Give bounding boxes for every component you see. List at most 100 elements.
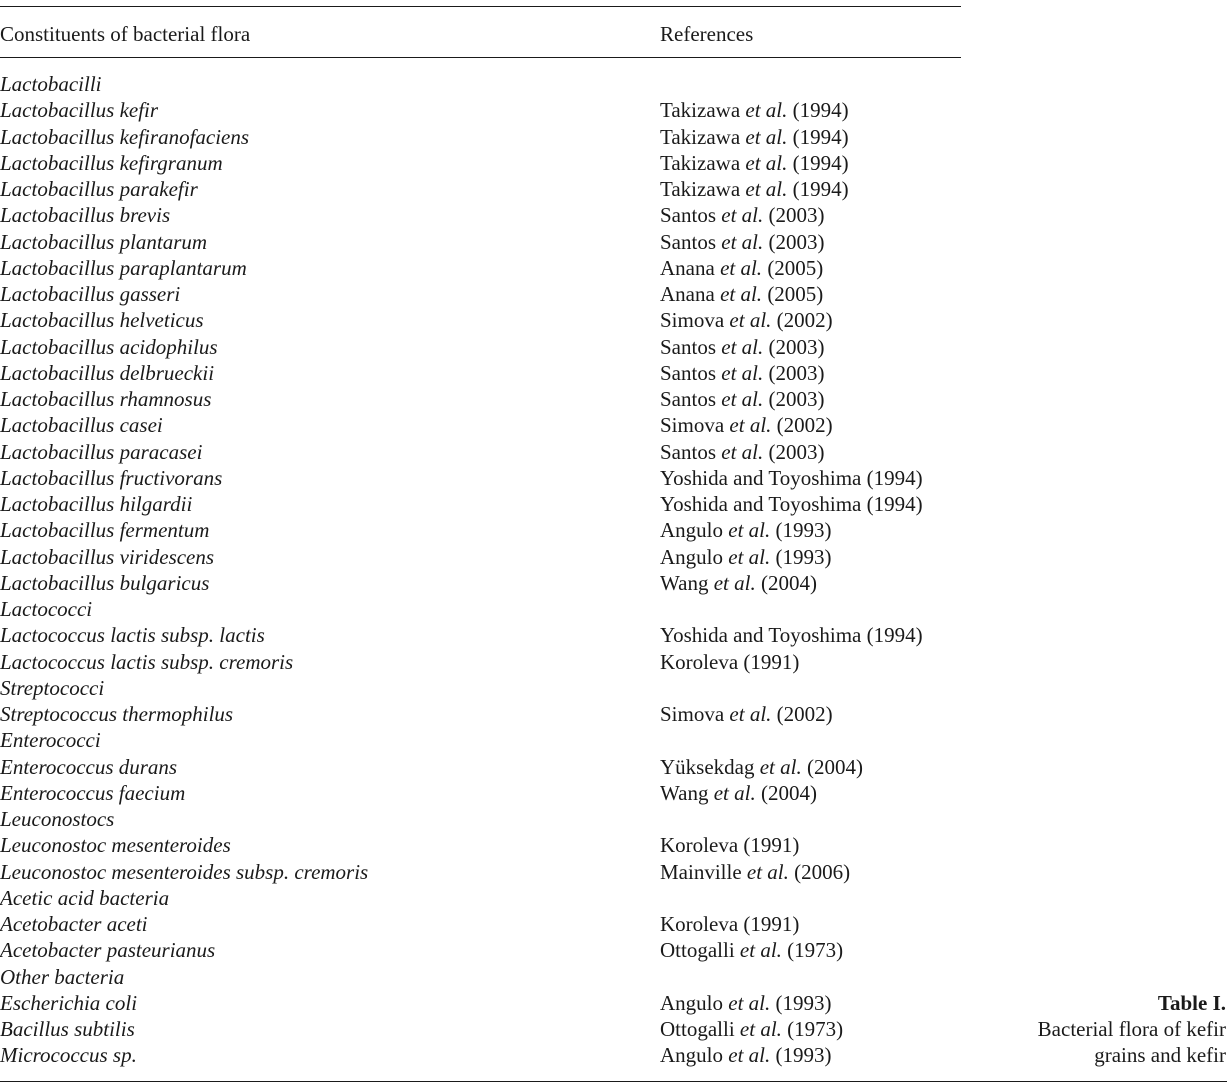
table-row: Lactococci	[0, 596, 961, 622]
organism-cell: Lactobacillus fructivorans	[0, 465, 223, 490]
reference-year: (2003)	[763, 387, 825, 411]
column-header-constituents: Constituents of bacterial flora	[0, 22, 251, 46]
reference-et-al: et al.	[728, 518, 771, 543]
table-header-rule	[0, 57, 961, 58]
table-row: Lactobacillus paracasei Santos et al. (20…	[0, 439, 961, 465]
reference-et-al: et al.	[729, 702, 772, 726]
table-row: Acetobacter pasteurianus Ottogalli et al.…	[0, 937, 961, 963]
reference-year: (1994)	[787, 124, 849, 149]
reference-et-al: et al.	[713, 780, 756, 805]
table-row: Enterococci	[0, 727, 961, 753]
organism-cell: Escherichia coli	[0, 990, 138, 1015]
reference-et-al: et al.	[713, 570, 756, 595]
organism-cell: Lactobacillus kefirgranum	[0, 150, 223, 175]
reference-cell: Simova et al. (2002)	[660, 412, 833, 438]
reference-cell: Wang et al. (2004)	[660, 780, 817, 806]
reference-et-al: et al.	[745, 124, 788, 149]
reference-year: (1993)	[770, 544, 832, 569]
table-row: Lactobacillus paraplantarum Anana et al. …	[0, 255, 961, 281]
table-row: Lactobacilli	[0, 71, 961, 97]
organism-cell: Lactobacillus viridescens	[0, 544, 215, 569]
reference-et-al: et al.	[721, 203, 764, 228]
reference-author: Simova	[660, 413, 730, 438]
table-top-rule	[0, 6, 961, 7]
organism-cell: Enterococcus durans	[0, 754, 178, 779]
table-row: Micrococcus sp. Angulo et al. (1993)	[0, 1042, 961, 1068]
reference-year: (2004)	[801, 754, 863, 779]
table-row: Lactobacillus fructivorans Yoshida and To…	[0, 465, 961, 491]
table-row: Lactobacillus kefir Takizawa et al. (1994…	[0, 97, 961, 123]
reference-et-al: et al.	[721, 387, 764, 411]
organism-cell: Lactobacillus hilgardii	[0, 492, 193, 516]
reference-et-al: et al.	[729, 308, 772, 333]
organism-cell: Bacillus subtilis	[0, 1017, 135, 1041]
organism-cell: Acetobacter pasteurianus	[0, 938, 216, 963]
table-caption-label: Table I.	[1157, 991, 1226, 1015]
reference-cell: Ottogalli et al. (1973)	[660, 937, 843, 963]
table-row: Lactobacillus acidophilus Santos et al. (…	[0, 334, 961, 360]
reference-author: Yoshida and Toyoshima (1994)	[660, 492, 923, 516]
reference-cell: Takizawa et al. (1994)	[660, 176, 849, 202]
table-row: Lactobacillus bulgaricus Wang et al. (200…	[0, 570, 961, 596]
reference-author: Yüksekdag	[660, 754, 760, 779]
reference-et-al: et al.	[728, 544, 771, 569]
reference-author: Santos	[660, 334, 722, 359]
table-row: Lactobacillus delbrueckii Santos et al. (…	[0, 360, 961, 386]
reference-cell: Santos et al. (2003)	[660, 229, 825, 255]
organism-cell: Lactobacilli	[0, 72, 102, 96]
reference-et-al: et al.	[745, 98, 788, 123]
organism-cell: Lactobacillus paraplantarum	[0, 255, 247, 280]
table-row: Acetic acid bacteria	[0, 885, 961, 911]
reference-author: Ottogalli	[660, 1017, 740, 1041]
reference-et-al: et al.	[728, 1043, 771, 1068]
organism-cell: Streptococcus thermophilus	[0, 702, 234, 726]
reference-et-al: et al.	[745, 150, 788, 175]
reference-cell: Wang et al. (2004)	[660, 570, 817, 596]
organism-cell: Acetic acid bacteria	[0, 885, 170, 910]
reference-author: Yoshida and Toyoshima (1994)	[660, 623, 923, 648]
organism-cell: Lactobacillus plantarum	[0, 229, 208, 254]
table-row: Bacillus subtilis Ottogalli et al. (1973)	[0, 1016, 961, 1042]
table-row: Lactobacillus hilgardii Yoshida and Toyos…	[0, 491, 961, 517]
reference-cell: Anana et al. (2005)	[660, 281, 823, 307]
reference-author: Wang	[660, 780, 714, 805]
reference-cell: Santos et al. (2003)	[660, 202, 825, 228]
table-row: Lactobacillus viridescens Angulo et al. (…	[0, 544, 961, 570]
organism-cell: Lactobacillus bulgaricus	[0, 570, 210, 595]
reference-year: (2005)	[762, 282, 824, 306]
reference-author: Mainville	[660, 859, 747, 884]
organism-cell: Lactobacillus delbrueckii	[0, 360, 215, 385]
reference-year: (2004)	[755, 570, 817, 595]
reference-cell: Yoshida and Toyoshima (1994)	[660, 465, 923, 491]
reference-author: Santos	[660, 203, 722, 228]
table-caption-line-2: grains and kefir	[1094, 1043, 1226, 1067]
reference-et-al: et al.	[745, 177, 788, 201]
reference-cell: Angulo et al. (1993)	[660, 1042, 832, 1068]
organism-cell: Lactobacillus casei	[0, 413, 163, 438]
organism-cell: Micrococcus sp.	[0, 1043, 137, 1068]
reference-year: (2002)	[771, 702, 833, 726]
organism-cell: Lactobacillus gasseri	[0, 282, 181, 306]
table-body: Lactobacilli Lactobacillus kefir Takizawa …	[0, 71, 961, 1069]
reference-author: Anana	[660, 255, 721, 280]
reference-et-al: et al.	[739, 938, 782, 963]
reference-et-al: et al.	[746, 859, 789, 884]
organism-cell: Lactococcus lactis subsp. lactis	[0, 623, 265, 648]
column-header-references: References	[660, 22, 754, 46]
reference-et-al: et al.	[720, 255, 763, 280]
reference-et-al: et al.	[739, 1017, 782, 1041]
reference-cell: Simova et al. (2002)	[660, 307, 833, 333]
reference-author: Takizawa	[660, 98, 746, 123]
reference-author: Koroleva (1991)	[660, 912, 800, 936]
organism-cell: Other bacteria	[0, 964, 125, 989]
organism-cell: Leuconostoc mesenteroides subsp. cremori…	[0, 859, 369, 884]
table-row: Enterococcus faecium Wang et al. (2004)	[0, 780, 961, 806]
reference-author: Santos	[660, 439, 722, 464]
reference-year: (2002)	[771, 308, 833, 333]
reference-year: (1994)	[787, 98, 849, 123]
table-caption: Table I. Bacterial flora of kefir grains…	[1038, 990, 1226, 1068]
reference-author: Anana	[660, 282, 721, 306]
organism-cell: Lactobacillus acidophilus	[0, 334, 218, 359]
reference-cell: Takizawa et al. (1994)	[660, 150, 849, 176]
reference-cell: Koroleva (1991)	[660, 911, 799, 937]
